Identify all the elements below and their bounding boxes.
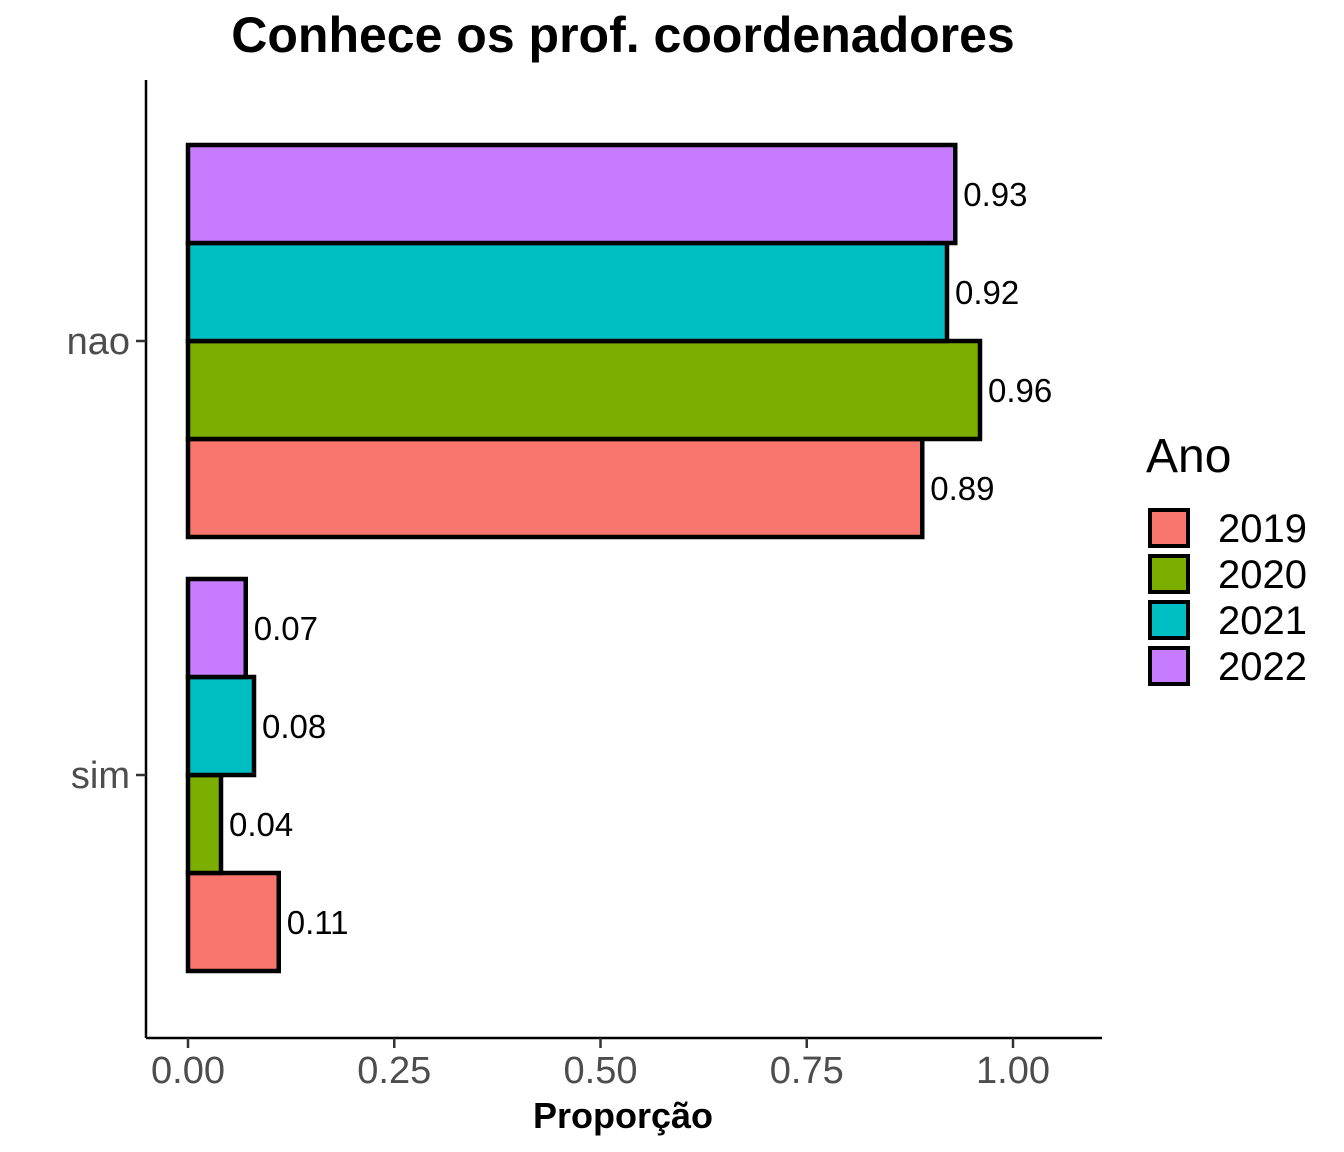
- bar-sim-2019: [185, 870, 281, 974]
- data-label-sim-2019: 0.11: [287, 904, 349, 941]
- legend-title: Ano: [1146, 430, 1231, 483]
- x-tick-label: 1.00: [976, 1050, 1050, 1092]
- bar-nao-2020: [185, 338, 983, 442]
- data-labels-layer: 0.89 0.96 0.92 0.93 0.11 0.04 0.08 0.07: [229, 176, 1052, 941]
- data-label-sim-2022: 0.07: [254, 610, 318, 647]
- legend-key-2019: [1148, 508, 1190, 548]
- legend-label-2022: 2022: [1218, 645, 1307, 689]
- legend-label-2019: 2019: [1218, 507, 1307, 551]
- data-label-sim-2020: 0.04: [229, 806, 293, 843]
- data-label-nao-2022: 0.93: [963, 176, 1027, 213]
- legend-key-2022: [1148, 646, 1190, 686]
- x-tick-label: 0.75: [770, 1050, 844, 1092]
- legend-key-2021: [1148, 600, 1190, 640]
- data-label-nao-2020: 0.96: [988, 372, 1052, 409]
- x-tick-label: 0.25: [357, 1050, 431, 1092]
- x-axis-ticks: 0.00 0.25 0.50 0.75 1.00: [151, 1038, 1050, 1092]
- bar-nao-2022: [185, 142, 958, 246]
- y-tick-label-sim: sim: [71, 755, 130, 797]
- chart-title: Conhece os prof. coordenadores: [231, 7, 1014, 63]
- legend-label-2020: 2020: [1218, 553, 1307, 597]
- x-tick-label: 0.00: [151, 1050, 225, 1092]
- bar-nao-2021: [185, 240, 950, 344]
- x-axis-title: Proporção: [533, 1095, 713, 1136]
- legend-key-2020: [1148, 554, 1190, 594]
- bars-layer: [185, 142, 983, 974]
- y-tick-label-nao: nao: [67, 321, 130, 363]
- bar-sim-2022: [185, 576, 248, 680]
- bar-nao-2019: [185, 436, 925, 540]
- data-label-nao-2019: 0.89: [930, 470, 994, 507]
- x-tick-label: 0.50: [564, 1050, 638, 1092]
- bar-sim-2021: [185, 674, 257, 778]
- data-label-nao-2021: 0.92: [955, 274, 1019, 311]
- data-label-sim-2021: 0.08: [262, 708, 326, 745]
- legend-label-2021: 2021: [1218, 599, 1307, 643]
- bar-sim-2020: [185, 772, 224, 876]
- y-axis-ticks: nao sim: [67, 321, 146, 797]
